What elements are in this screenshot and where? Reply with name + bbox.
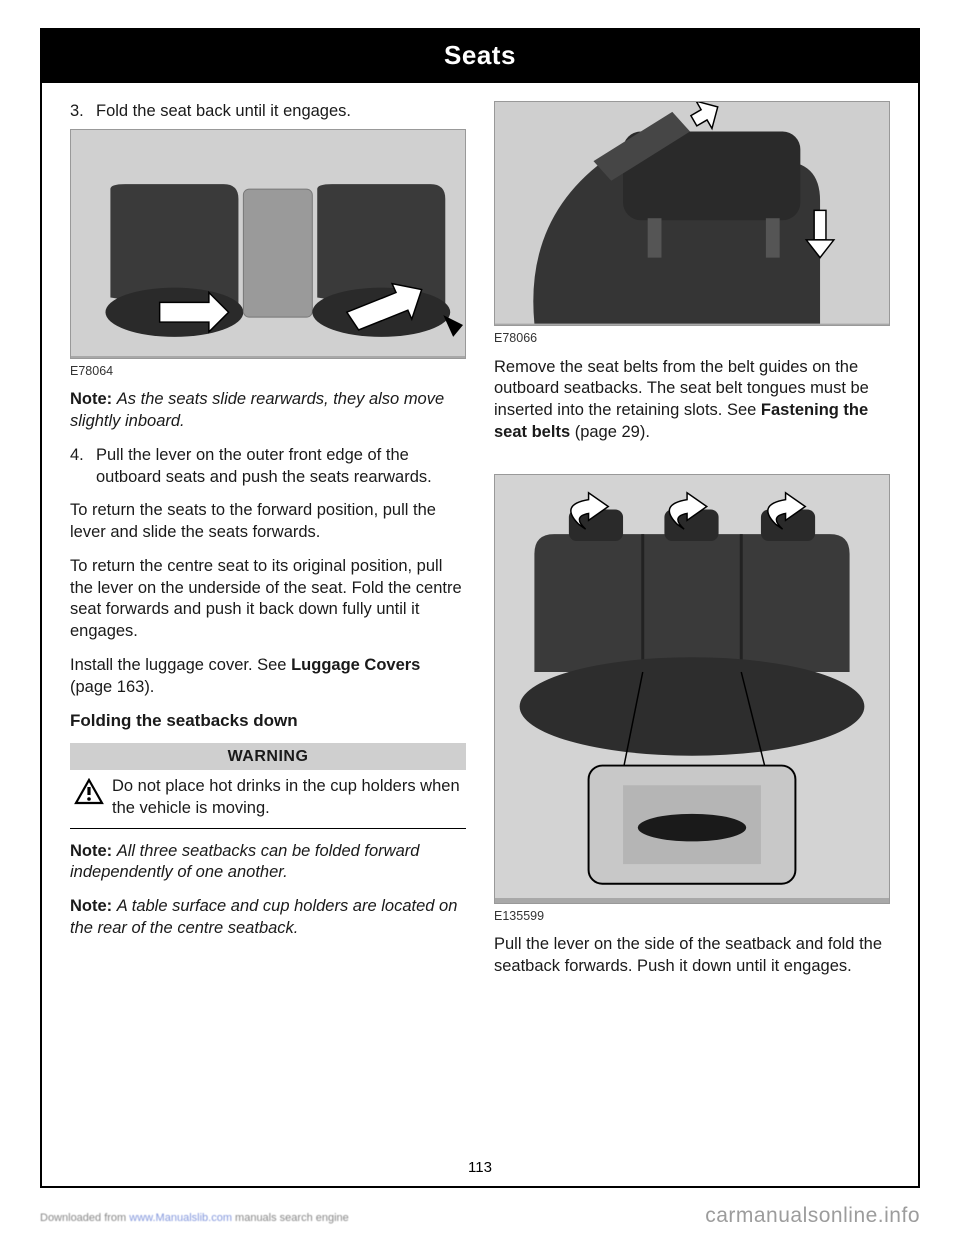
figure-label: E78066: [494, 330, 890, 347]
note-1: Note: As the seats slide rearwards, they…: [70, 389, 466, 433]
figure-e78066: [494, 101, 890, 326]
step-text: Fold the seat back until it engages.: [96, 101, 466, 123]
left-column: 3. Fold the seat back until it engages.: [70, 101, 466, 990]
step-3: 3. Fold the seat back until it engages.: [70, 101, 466, 123]
paragraph: To return the centre seat to its origina…: [70, 556, 466, 643]
bench-fold-illustration: [495, 475, 889, 899]
note-2: Note: All three seatbacks can be folded …: [70, 841, 466, 885]
paragraph: To return the seats to the forward posit…: [70, 500, 466, 544]
warning-title: WARNING: [70, 743, 466, 770]
warning-body: Do not place hot drinks in the cup holde…: [70, 770, 466, 829]
footer-source: Downloaded from www.Manualslib.com manua…: [40, 1212, 349, 1224]
text: (page 29).: [570, 423, 650, 441]
figure-e78064: [70, 129, 466, 359]
paragraph: Pull the lever on the side of the seatba…: [494, 934, 890, 978]
page-frame: Seats 3. Fold the seat back until it eng…: [40, 28, 920, 1188]
figure-label: E78064: [70, 363, 466, 380]
figure-label: E135599: [494, 908, 890, 925]
note-label: Note:: [70, 390, 112, 408]
note-label: Note:: [70, 897, 112, 915]
text: manuals search engine: [232, 1212, 349, 1224]
footer-link[interactable]: www.Manualslib.com: [129, 1212, 232, 1224]
paragraph-luggage: Install the luggage cover. See Luggage C…: [70, 655, 466, 699]
page-number: 113: [42, 1159, 918, 1176]
subheading: Folding the seatbacks down: [70, 710, 466, 732]
footer-watermark: carmanualsonline.info: [705, 1204, 920, 1228]
step-number: 3.: [70, 101, 96, 123]
text: Downloaded from: [40, 1212, 129, 1224]
warning-text: Do not place hot drinks in the cup holde…: [112, 776, 462, 820]
step-4: 4. Pull the lever on the outer front edg…: [70, 445, 466, 489]
spacer: [494, 456, 890, 474]
page-title: Seats: [42, 30, 918, 83]
text: (page 163).: [70, 678, 154, 696]
seat-fold-illustration: [71, 130, 465, 357]
paragraph-seatbelts: Remove the seat belts from the belt guid…: [494, 357, 890, 444]
xref-luggage-covers: Luggage Covers: [291, 656, 420, 674]
step-number: 4.: [70, 445, 96, 489]
warning-block: WARNING Do not place hot drinks in the c…: [70, 743, 466, 829]
note-body: As the seats slide rearwards, they also …: [70, 390, 444, 430]
note-body: All three seatbacks can be folded forwar…: [70, 842, 419, 882]
content-columns: 3. Fold the seat back until it engages.: [42, 83, 918, 990]
warning-triangle-icon: [74, 778, 104, 806]
headrest-belt-illustration: [495, 102, 889, 324]
step-text: Pull the lever on the outer front edge o…: [96, 445, 466, 489]
text: Install the luggage cover. See: [70, 656, 291, 674]
right-column: E78066 Remove the seat belts from the be…: [494, 101, 890, 990]
note-body: A table surface and cup holders are loca…: [70, 897, 457, 937]
note-label: Note:: [70, 842, 112, 860]
page: Seats 3. Fold the seat back until it eng…: [0, 0, 960, 1242]
note-3: Note: A table surface and cup holders ar…: [70, 896, 466, 940]
figure-e135599: [494, 474, 890, 904]
